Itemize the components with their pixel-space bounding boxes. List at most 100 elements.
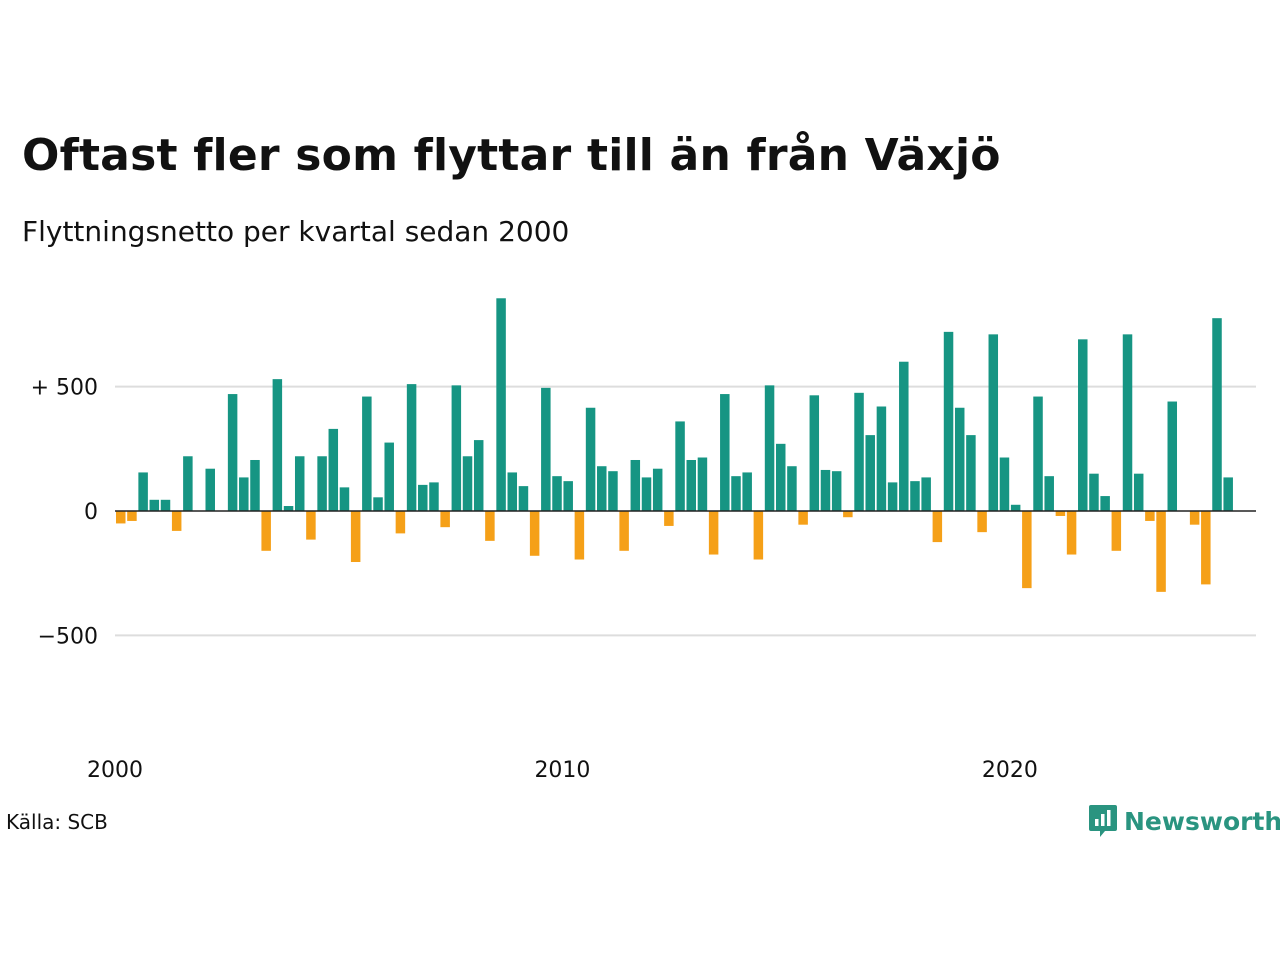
bar xyxy=(943,331,954,511)
bar xyxy=(630,459,641,511)
bar xyxy=(1033,396,1043,511)
bar xyxy=(1122,334,1133,511)
bar xyxy=(820,469,831,511)
bar xyxy=(1133,473,1144,511)
bar xyxy=(395,511,406,534)
bar xyxy=(798,511,808,525)
bar xyxy=(116,511,126,524)
bar xyxy=(1022,511,1032,589)
bar xyxy=(831,471,842,511)
bar xyxy=(373,497,383,511)
bar xyxy=(1010,504,1021,511)
bar xyxy=(854,392,864,511)
bar xyxy=(608,471,618,511)
bar xyxy=(708,511,719,555)
brand-name: Newsworthy xyxy=(1124,806,1280,836)
bar xyxy=(843,511,853,518)
bar xyxy=(1212,318,1222,511)
bar xyxy=(205,468,215,511)
bar xyxy=(1089,473,1099,511)
bar xyxy=(261,511,271,551)
bar xyxy=(764,385,775,511)
bar xyxy=(552,476,562,511)
bar xyxy=(1223,477,1233,511)
bar xyxy=(250,459,260,511)
bar xyxy=(1100,496,1110,511)
bar xyxy=(350,511,361,563)
bars xyxy=(116,298,1233,592)
bar xyxy=(887,482,898,511)
bar xyxy=(429,482,439,511)
bar xyxy=(921,477,931,511)
x-tick-label: 2020 xyxy=(982,758,1038,783)
bar xyxy=(339,487,350,511)
bar xyxy=(1066,511,1077,555)
bar xyxy=(306,511,316,540)
bar xyxy=(742,472,752,511)
bar xyxy=(574,511,585,560)
bar xyxy=(787,466,797,511)
bar xyxy=(127,511,137,521)
newsworthy-logo-icon xyxy=(1089,805,1117,837)
bar xyxy=(966,435,976,511)
bar xyxy=(1111,511,1122,551)
x-tick-label: 2010 xyxy=(534,758,590,783)
bar xyxy=(641,477,652,511)
bar xyxy=(294,456,305,511)
bar xyxy=(362,396,372,511)
bar xyxy=(1078,339,1088,511)
bar xyxy=(440,511,450,528)
bar xyxy=(720,394,730,511)
bar xyxy=(1145,511,1155,521)
y-axis-ticks: + 500 0 −500 xyxy=(31,376,98,650)
bar xyxy=(507,472,518,511)
bar xyxy=(384,442,394,511)
bar xyxy=(977,511,987,533)
bar xyxy=(239,477,249,511)
bar xyxy=(1156,511,1166,592)
bar xyxy=(518,486,529,511)
bar xyxy=(451,385,462,511)
bar xyxy=(138,472,148,511)
y-tick-label: 0 xyxy=(84,500,98,525)
bar xyxy=(652,468,663,511)
bar xyxy=(406,384,417,511)
bar xyxy=(1201,511,1211,585)
bar xyxy=(899,361,909,511)
bar xyxy=(876,406,887,511)
bar xyxy=(473,440,484,511)
source-note: Källa: SCB xyxy=(6,810,108,834)
bar xyxy=(1055,511,1066,516)
bar xyxy=(686,459,696,511)
bar xyxy=(597,466,607,511)
bar xyxy=(227,394,238,511)
bar xyxy=(563,481,573,511)
bar xyxy=(1167,401,1178,511)
bar xyxy=(328,428,339,511)
bar xyxy=(697,457,708,511)
y-tick-label: −500 xyxy=(38,624,98,649)
bar xyxy=(183,456,193,511)
bar xyxy=(171,511,182,531)
bar xyxy=(283,506,294,511)
bar xyxy=(485,511,495,541)
bar xyxy=(954,407,965,511)
bar xyxy=(999,457,1010,511)
bar-chart: + 500 0 −500 2000 2010 2020 xyxy=(31,298,1256,783)
chart-subtitle: Flyttningsnetto per kvartal sedan 2000 xyxy=(22,215,570,248)
bar xyxy=(731,476,741,511)
x-axis-ticks: 2000 2010 2020 xyxy=(87,758,1038,783)
bar xyxy=(932,511,943,543)
x-tick-label: 2000 xyxy=(87,758,143,783)
bar xyxy=(462,456,473,511)
bar xyxy=(775,443,786,511)
bar xyxy=(585,407,596,511)
bar xyxy=(664,511,674,526)
bar xyxy=(541,387,551,511)
bar xyxy=(865,435,875,511)
bar xyxy=(149,499,160,511)
bar xyxy=(418,484,428,511)
bar xyxy=(619,511,629,551)
bar xyxy=(272,379,283,511)
chart-title: Oftast fler som flyttar till än från Väx… xyxy=(22,130,1001,181)
